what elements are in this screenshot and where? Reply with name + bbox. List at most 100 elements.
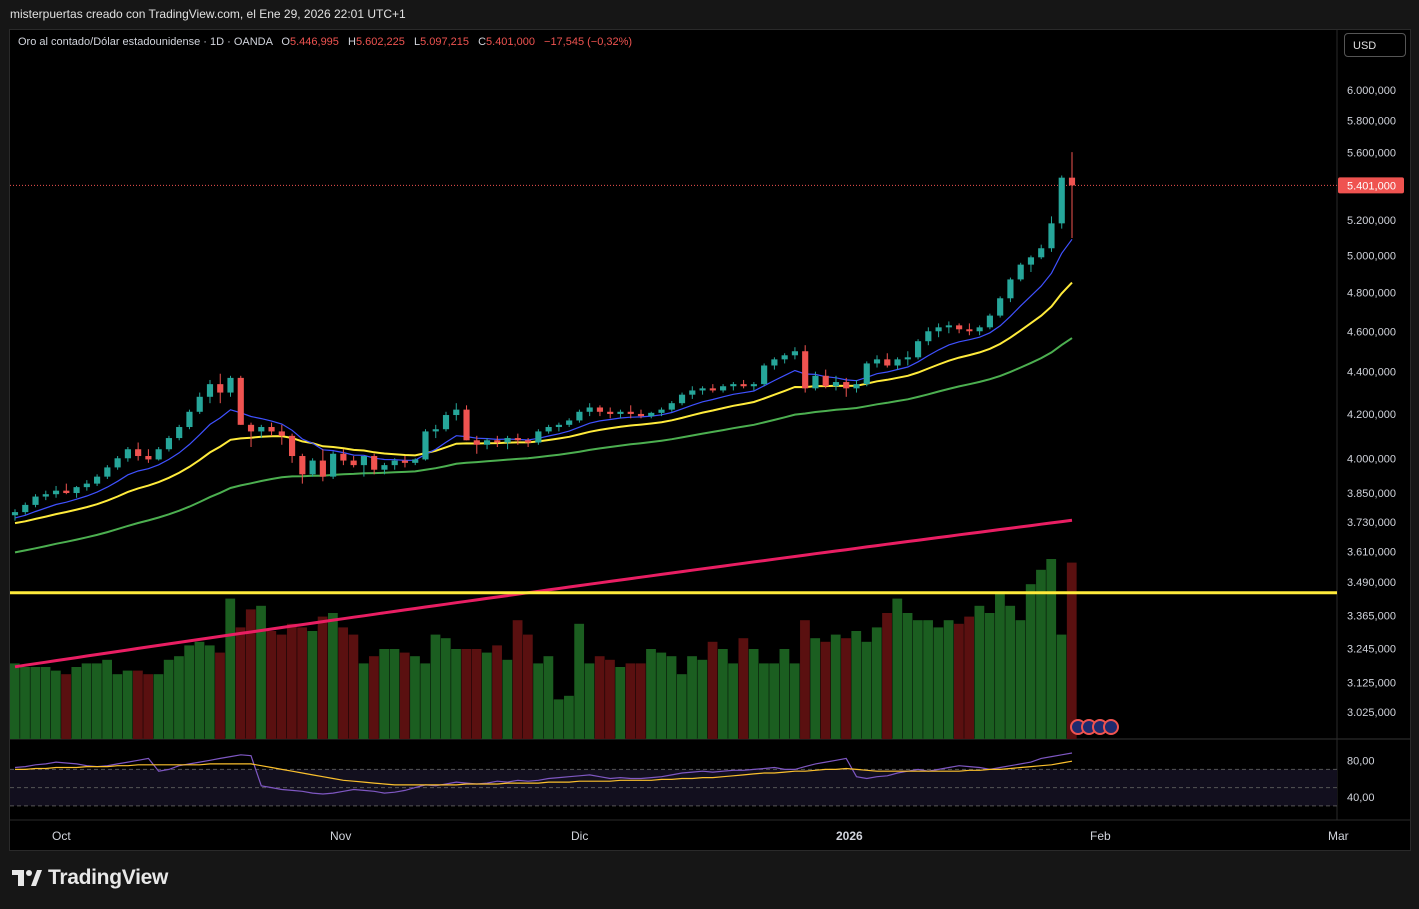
volume-bar bbox=[348, 634, 359, 739]
volume-bar bbox=[594, 656, 605, 739]
tradingview-logo[interactable]: TradingView bbox=[12, 866, 168, 890]
volume-bar bbox=[584, 663, 595, 739]
candle-body bbox=[997, 298, 1004, 316]
volume-bar bbox=[1005, 605, 1016, 739]
candle-body bbox=[401, 460, 409, 463]
volume-bar bbox=[953, 623, 964, 739]
volume-bar bbox=[71, 667, 82, 739]
volume-bar bbox=[574, 623, 585, 739]
volume-bar bbox=[841, 638, 851, 739]
time-tick-label: Mar bbox=[1328, 829, 1349, 843]
volume-bar bbox=[481, 652, 492, 739]
volume-bar bbox=[163, 659, 174, 739]
volume-bar bbox=[1025, 584, 1036, 739]
volume-bar bbox=[1066, 562, 1077, 739]
currency-button[interactable]: USD bbox=[1344, 33, 1406, 57]
candle-body bbox=[473, 440, 480, 445]
open-label: O bbox=[281, 36, 290, 48]
candle-body bbox=[914, 341, 922, 358]
volume-bar bbox=[379, 649, 390, 739]
low-value: 5.097,215 bbox=[420, 36, 469, 48]
volume-bar bbox=[779, 649, 790, 739]
volume-bar bbox=[420, 663, 431, 739]
volume-bar bbox=[738, 638, 749, 739]
candle-body bbox=[227, 377, 234, 393]
candle-body bbox=[104, 467, 111, 477]
candle-body bbox=[750, 384, 757, 387]
price-tick-label: 4.800,000 bbox=[1347, 288, 1396, 300]
candle-body bbox=[822, 375, 829, 387]
candle-body bbox=[802, 351, 809, 389]
candle-body bbox=[607, 411, 614, 414]
volume-bar bbox=[943, 620, 954, 739]
volume-bar bbox=[656, 652, 667, 739]
time-tick-label: Oct bbox=[52, 829, 71, 843]
rsi-tick-label: 80,00 bbox=[1347, 755, 1375, 767]
candle-body bbox=[586, 407, 593, 412]
volume-bar bbox=[194, 641, 205, 739]
candle-body bbox=[843, 382, 850, 389]
volume-bar bbox=[646, 649, 656, 739]
price-tick-label: 5.200,000 bbox=[1347, 215, 1396, 227]
candle-body bbox=[196, 396, 203, 412]
tradingview-wordmark: TradingView bbox=[48, 866, 169, 889]
price-tick-label: 4.200,000 bbox=[1347, 409, 1396, 421]
volume-bar bbox=[122, 670, 133, 739]
volume-bar bbox=[728, 663, 738, 739]
candle-body bbox=[176, 427, 183, 439]
candle-body bbox=[350, 460, 357, 466]
volume-bar bbox=[1015, 620, 1026, 739]
volume-bar bbox=[769, 663, 780, 739]
candle-body bbox=[32, 496, 39, 505]
volume-bar bbox=[256, 605, 266, 739]
volume-bar bbox=[50, 670, 61, 739]
candle-body bbox=[288, 435, 296, 457]
chart-panel[interactable]: 6.000,000 5.800,000 5.600,000 5.200,000 5.00… bbox=[9, 29, 1411, 851]
candle-body bbox=[360, 456, 367, 466]
volume-bar bbox=[564, 695, 574, 739]
candle-body bbox=[853, 384, 860, 389]
candle-body bbox=[1068, 177, 1076, 186]
high-label: H bbox=[347, 36, 356, 48]
price-tick-label: 5.800,000 bbox=[1347, 116, 1396, 128]
candle-body bbox=[709, 388, 716, 391]
candle-body bbox=[555, 424, 562, 428]
candle-body bbox=[371, 456, 378, 470]
candle-body bbox=[873, 359, 881, 364]
volume-bar bbox=[20, 667, 30, 739]
volume-bar bbox=[1056, 634, 1067, 739]
volume-bar bbox=[974, 605, 985, 739]
price-chart-svg[interactable]: 6.000,000 5.800,000 5.600,000 5.200,000 5.00… bbox=[10, 30, 1410, 850]
candle-body bbox=[935, 327, 942, 332]
candle-body bbox=[730, 384, 737, 387]
candle-body bbox=[576, 411, 583, 421]
rsi-line bbox=[14, 752, 1073, 795]
volume-bar bbox=[10, 663, 20, 739]
candle-body bbox=[63, 490, 70, 494]
candle-body bbox=[699, 388, 706, 391]
candle-body bbox=[668, 403, 675, 410]
candle-body bbox=[627, 411, 634, 414]
change-value: −17,545 (−0,32%) bbox=[544, 36, 633, 48]
price-tick-label: 3.245,000 bbox=[1347, 643, 1396, 655]
volume-bar bbox=[666, 656, 677, 739]
volume-bar bbox=[1046, 559, 1057, 739]
volume-bar bbox=[1036, 569, 1046, 739]
volume-bar bbox=[892, 598, 903, 739]
candle-body bbox=[11, 512, 19, 516]
volume-bar bbox=[964, 616, 975, 739]
candle-body bbox=[689, 390, 696, 395]
volume-bar bbox=[882, 613, 892, 739]
volume-bar bbox=[91, 663, 102, 739]
candle-body bbox=[165, 438, 173, 450]
candle-body bbox=[483, 440, 491, 445]
candle-body bbox=[535, 431, 542, 443]
time-tick-label: 2026 bbox=[836, 829, 863, 843]
candle-body bbox=[83, 483, 90, 488]
candle-body bbox=[299, 456, 306, 475]
volume-bar bbox=[748, 649, 759, 739]
candle-body bbox=[658, 409, 665, 413]
close-value: 5.401,000 bbox=[486, 36, 535, 48]
volume-bar bbox=[133, 670, 143, 739]
symbol-title[interactable]: Oro al contado/Dólar estadounidense · 1D… bbox=[18, 36, 273, 48]
